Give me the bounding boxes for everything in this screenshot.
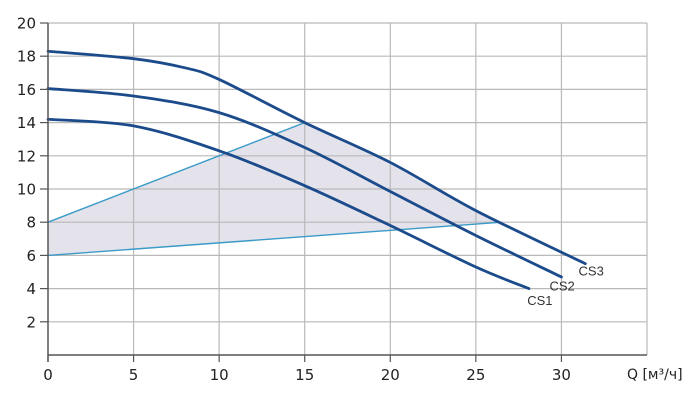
x-tick-label: 5	[129, 366, 139, 384]
x-tick-label: 15	[295, 366, 314, 384]
x-tick-label: 20	[381, 366, 400, 384]
curve-cs2	[46, 87, 563, 279]
curve-cs1	[46, 117, 531, 290]
y-tick-label: 6	[26, 247, 36, 265]
y-tick-label: 2	[26, 313, 36, 331]
label-cs2: CS2	[549, 278, 574, 293]
y-tick-label: 16	[17, 81, 36, 99]
x-tick-label: 25	[466, 366, 485, 384]
y-tick-label: 20	[17, 15, 36, 33]
x-tick-label: 30	[552, 366, 571, 384]
operating-region-boundaries	[47, 121, 502, 257]
y-tick-label: 4	[26, 280, 36, 298]
lower-boundary-line	[47, 221, 502, 257]
y-tick-label: 14	[17, 114, 36, 132]
x-axis-title: Q [м³/ч]	[627, 367, 683, 383]
x-tick-label: 10	[210, 366, 229, 384]
label-cs1: CS1	[527, 293, 552, 308]
x-tick-label: 0	[43, 366, 53, 384]
y-tick-label: 10	[17, 181, 36, 199]
grid	[48, 22, 648, 355]
tick-labels: 2 4 6 8 10 12 14 16 18 20 0 5 10 15 20 25 30	[17, 15, 571, 385]
curve-cs3	[46, 49, 587, 266]
y-tick-label: 8	[26, 214, 36, 232]
axes	[40, 22, 647, 362]
label-cs3: CS3	[579, 263, 604, 278]
upper-boundary-line	[47, 121, 305, 223]
y-tick-label: 18	[17, 48, 36, 66]
y-tick-label: 12	[17, 147, 36, 165]
